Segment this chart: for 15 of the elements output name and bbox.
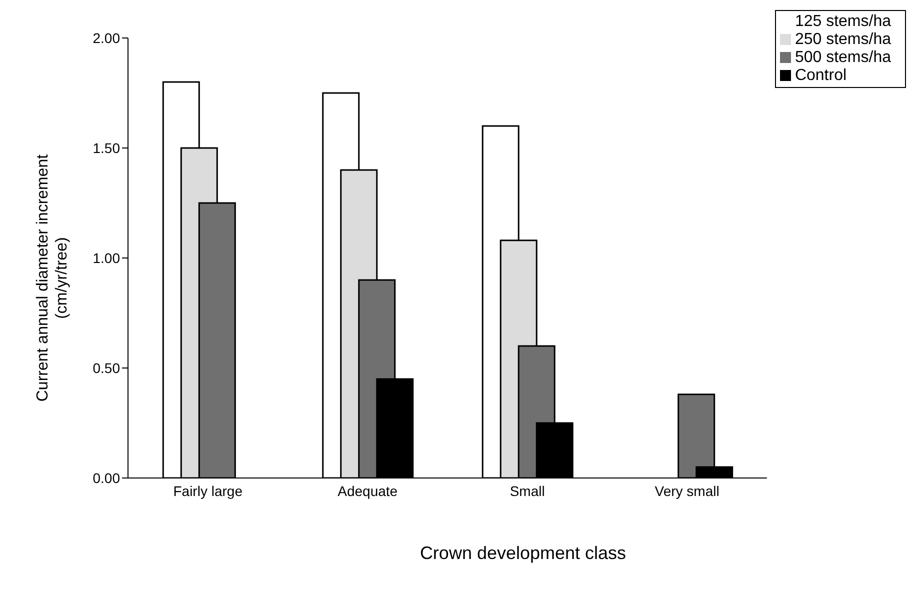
y-tick-label: 1.00: [92, 250, 120, 266]
x-tick-label: Fairly large: [173, 482, 243, 499]
text: 125 stems/ha: [794, 13, 891, 30]
y-tick-label: 0.50: [92, 360, 120, 376]
y-tick-label: 1.50: [92, 140, 120, 156]
x-axis-title: Crown development class: [418, 543, 628, 564]
y-tick-label: 2.00: [92, 30, 120, 46]
y-tick-label: 0.00: [92, 470, 120, 486]
x-tick-label: Small: [510, 482, 545, 499]
legend-label: 250 stems/ha: [794, 31, 891, 48]
x-tick-label: Very small: [654, 482, 720, 499]
legend-label: Control: [794, 67, 847, 84]
y-axis-title: Current annual diameter increment (cm/yr/tree): [34, 154, 72, 402]
x-tick-label: Adequate: [338, 482, 398, 499]
legend-label: 500 stems/ha: [794, 49, 891, 66]
